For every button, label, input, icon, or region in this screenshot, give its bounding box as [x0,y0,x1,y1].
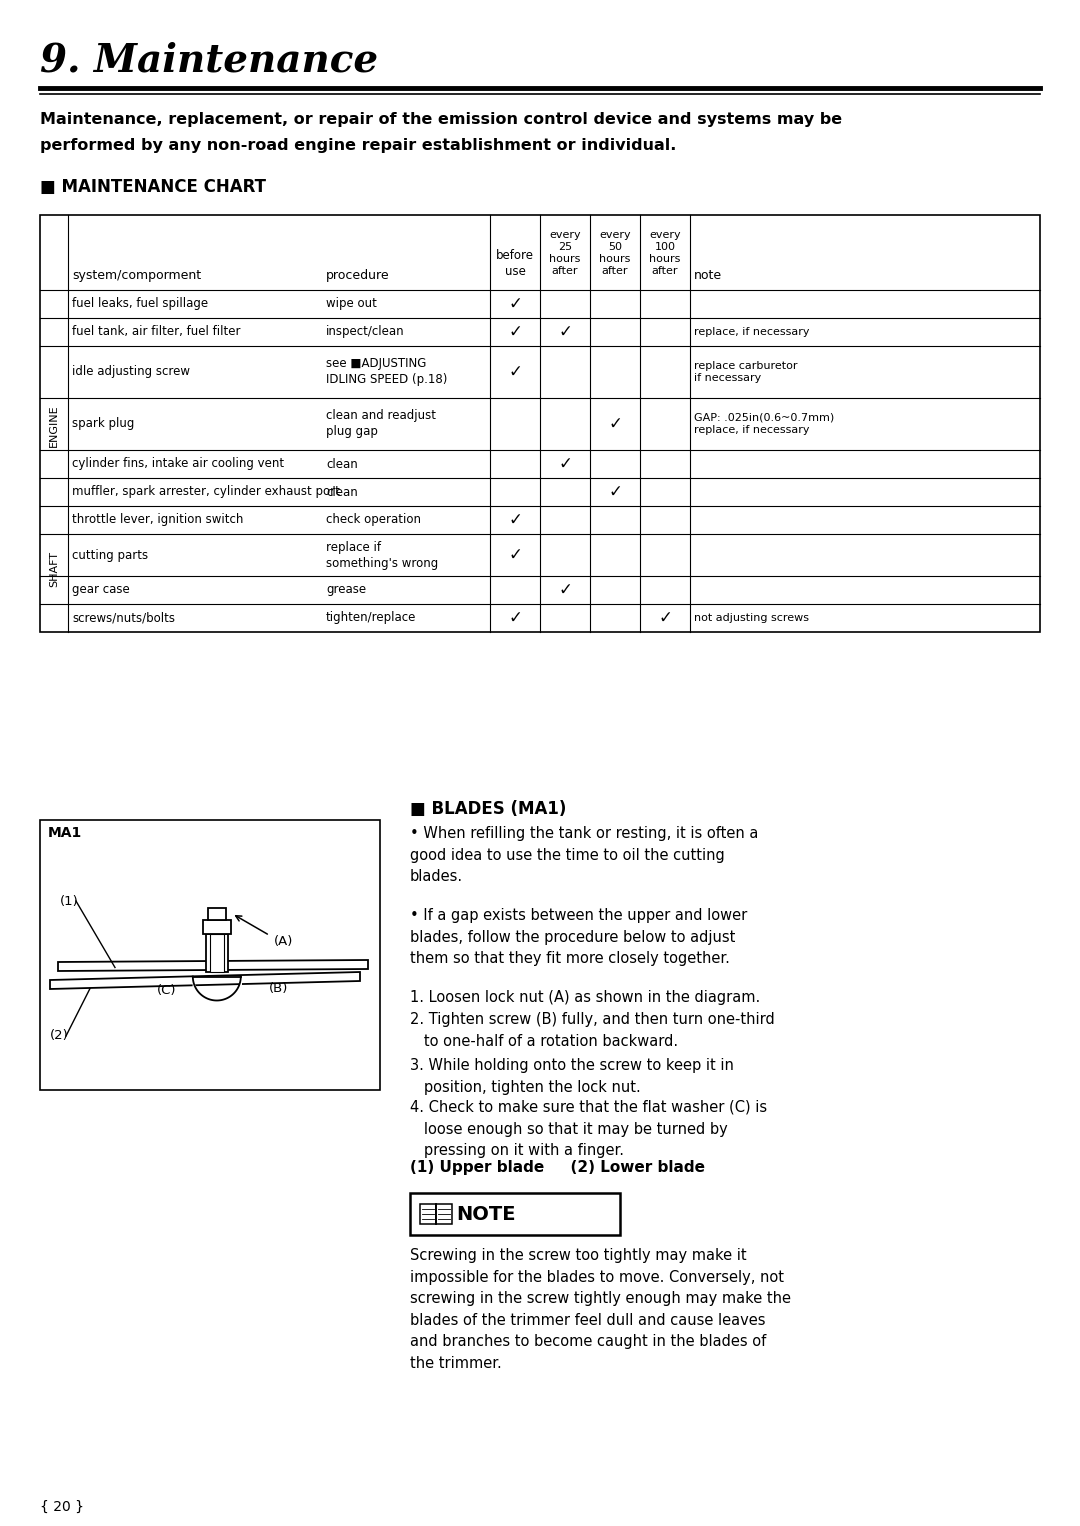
Text: clean and readjust
plug gap: clean and readjust plug gap [326,409,436,438]
Text: ENGINE: ENGINE [49,404,59,447]
Text: gear case: gear case [72,583,130,597]
Bar [210,934,224,972]
Text: (1) Upper blade     (2) Lower blade: (1) Upper blade (2) Lower blade [410,1160,705,1175]
Text: ■ MAINTENANCE CHART: ■ MAINTENANCE CHART [40,179,266,195]
Text: • When refilling the tank or resting, it is often a
good idea to use the time to: • When refilling the tank or resting, it… [410,826,758,884]
Text: throttle lever, ignition switch: throttle lever, ignition switch [72,514,243,526]
Text: (C): (C) [157,984,176,998]
Text: replace if
something's wrong: replace if something's wrong [326,540,438,569]
Bar [206,934,228,972]
Text: SHAFT: SHAFT [49,551,59,588]
Text: clean: clean [326,485,357,499]
Text: every
50
hours
after: every 50 hours after [599,229,631,276]
Polygon shape [50,972,360,989]
Text: Screwing in the screw too tightly may make it
impossible for the blades to move.: Screwing in the screw too tightly may ma… [410,1248,791,1370]
Text: replace, if necessary: replace, if necessary [694,327,810,337]
Text: ■ BLADES (MA1): ■ BLADES (MA1) [410,800,566,818]
Text: before
use: before use [496,249,534,278]
Text: not adjusting screws: not adjusting screws [694,613,809,623]
Text: wipe out: wipe out [326,298,377,310]
Text: { 20 }: { 20 } [40,1500,84,1514]
Text: (1): (1) [60,894,79,908]
Text: ✓: ✓ [508,295,522,313]
Text: (2): (2) [50,1030,69,1042]
Text: fuel tank, air filter, fuel filter: fuel tank, air filter, fuel filter [72,325,241,339]
Text: grease: grease [326,583,366,597]
Text: • If a gap exists between the upper and lower
blades, follow the procedure below: • If a gap exists between the upper and … [410,908,747,966]
Text: spark plug: spark plug [72,418,134,430]
Text: cylinder fins, intake air cooling vent: cylinder fins, intake air cooling vent [72,458,284,470]
Text: 2. Tighten screw (B) fully, and then turn one-third
   to one-half of a rotation: 2. Tighten screw (B) fully, and then tur… [410,1012,774,1048]
Bar [207,908,226,920]
Text: 3. While holding onto the screw to keep it in
   position, tighten the lock nut.: 3. While holding onto the screw to keep … [410,1058,734,1094]
Text: muffler, spark arrester, cylinder exhaust port: muffler, spark arrester, cylinder exhaus… [72,485,340,499]
Text: ✓: ✓ [558,581,572,600]
Text: tighten/replace: tighten/replace [326,612,417,624]
Text: ✓: ✓ [608,415,622,433]
Bar [203,920,231,934]
Text: replace carburetor
if necessary: replace carburetor if necessary [694,360,797,383]
Text: (A): (A) [274,935,293,948]
Text: cutting parts: cutting parts [72,548,148,562]
Polygon shape [58,960,368,971]
Text: ✓: ✓ [608,484,622,501]
Text: procedure: procedure [326,269,390,282]
Text: NOTE: NOTE [456,1204,515,1224]
Text: GAP: .025in(0.6~0.7mm)
replace, if necessary: GAP: .025in(0.6~0.7mm) replace, if neces… [694,414,834,435]
Text: every
25
hours
after: every 25 hours after [550,229,581,276]
Text: ✓: ✓ [508,546,522,565]
Text: check operation: check operation [326,514,421,526]
Bar [40,819,380,1090]
Text: clean: clean [326,458,357,470]
Text: system/comporment: system/comporment [72,269,201,282]
Text: screws/nuts/bolts: screws/nuts/bolts [72,612,175,624]
Text: every
100
hours
after: every 100 hours after [649,229,680,276]
Text: ✓: ✓ [658,609,672,627]
Text: see ■ADJUSTING
IDLING SPEED (p.18): see ■ADJUSTING IDLING SPEED (p.18) [326,357,447,386]
Text: ✓: ✓ [508,363,522,382]
Text: ✓: ✓ [558,324,572,340]
Bar [410,1193,620,1235]
Text: 4. Check to make sure that the flat washer (C) is
   loose enough so that it may: 4. Check to make sure that the flat wash… [410,1100,767,1158]
Text: ✓: ✓ [558,455,572,473]
Text: ✓: ✓ [508,324,522,340]
Text: idle adjusting screw: idle adjusting screw [72,366,190,378]
Text: MA1: MA1 [48,826,82,839]
Text: ✓: ✓ [508,511,522,530]
Bar [40,215,1040,632]
Text: inspect/clean: inspect/clean [326,325,405,339]
Text: note: note [694,269,723,282]
Text: performed by any non-road engine repair establishment or individual.: performed by any non-road engine repair … [40,137,676,153]
Text: 9. Maintenance: 9. Maintenance [40,43,378,79]
Text: fuel leaks, fuel spillage: fuel leaks, fuel spillage [72,298,208,310]
Text: ✓: ✓ [508,609,522,627]
Bar [420,1204,436,1224]
Text: (B): (B) [269,983,288,995]
Bar [436,1204,453,1224]
Text: 1. Loosen lock nut (A) as shown in the diagram.: 1. Loosen lock nut (A) as shown in the d… [410,990,760,1006]
Text: Maintenance, replacement, or repair of the emission control device and systems m: Maintenance, replacement, or repair of t… [40,111,842,127]
